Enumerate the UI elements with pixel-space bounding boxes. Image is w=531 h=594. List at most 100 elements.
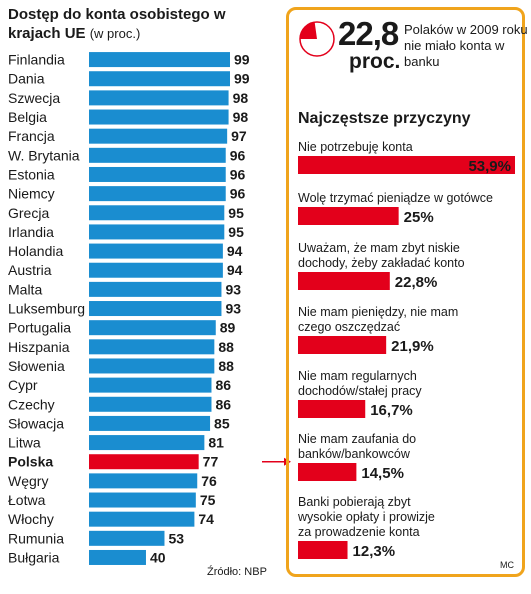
bar: [89, 205, 225, 221]
bar-row: Portugalia 89: [8, 320, 236, 336]
bar: [89, 71, 230, 87]
value-label: 86: [215, 396, 231, 412]
value-label: 98: [233, 109, 249, 125]
value-label: 77: [203, 454, 219, 470]
reasons-title: Najczęstsze przyczyny: [298, 110, 471, 127]
category-label: Szwecja: [8, 90, 60, 106]
category-label: Grecja: [8, 205, 49, 221]
bar-row: Malta 93: [8, 281, 241, 297]
bar-row: Francja 97: [8, 128, 247, 144]
stat-text: Polaków w 2009 roku nie miało konta w ba…: [404, 22, 528, 69]
bar-row: Litwa 81: [8, 435, 224, 451]
value-label: 98: [233, 90, 249, 106]
value-label: 93: [225, 301, 241, 317]
value-label: 94: [227, 262, 243, 278]
value-label: 95: [228, 205, 244, 221]
bar: [89, 415, 211, 431]
bar-row: Polska 77: [8, 454, 218, 470]
bar-row: Grecja 95: [8, 205, 244, 221]
bar-row: W. Brytania 96: [8, 147, 246, 163]
pie-slice: [300, 22, 317, 39]
category-label: Polska: [8, 454, 53, 470]
category-label: Litwa: [8, 435, 41, 451]
bar: [89, 377, 212, 393]
value-label: 53: [168, 530, 184, 546]
bar-row: Finlandia 99: [8, 52, 250, 68]
bar-row: Hiszpania 88: [8, 339, 234, 355]
pie-icon: [299, 21, 335, 57]
value-label: 74: [198, 511, 214, 527]
source-note: Źródło: NBP: [207, 566, 267, 578]
category-label: Słowacja: [8, 415, 64, 431]
bar: [89, 549, 146, 565]
category-label: Austria: [8, 262, 52, 278]
category-label: Holandia: [8, 243, 63, 259]
bar-row: Bułgaria 40: [8, 549, 166, 565]
bar: [89, 301, 222, 317]
category-label: Rumunia: [8, 530, 64, 546]
value-label: 76: [201, 473, 217, 489]
value-label: 97: [231, 128, 247, 144]
category-label: Irlandia: [8, 224, 54, 240]
bar: [89, 128, 228, 144]
category-label: Estonia: [8, 166, 55, 182]
bar-row: Belgia 98: [8, 109, 248, 125]
category-label: Portugalia: [8, 320, 71, 336]
value-label: 75: [200, 492, 216, 508]
category-label: Francja: [8, 128, 55, 144]
bar-row: Czechy 86: [8, 396, 231, 412]
category-label: Łotwa: [8, 492, 46, 508]
bar: [89, 90, 229, 106]
stat-value: 22,8: [338, 15, 399, 52]
category-label: Hiszpania: [8, 339, 70, 355]
value-label: 96: [230, 186, 246, 202]
bar: [89, 358, 215, 374]
bar: [89, 339, 215, 355]
bar-row: Niemcy 96: [8, 186, 246, 202]
bar-row: Austria 94: [8, 262, 243, 278]
value-label: 81: [208, 435, 224, 451]
bar-row: Irlandia 95: [8, 224, 244, 240]
bar: [89, 52, 230, 68]
bar: [89, 166, 226, 182]
stat-unit: proc.: [349, 50, 401, 73]
category-label: W. Brytania: [8, 147, 80, 163]
category-label: Luksemburg: [8, 301, 85, 317]
bar-row: Estonia 96: [8, 166, 246, 182]
value-label: 96: [230, 147, 246, 163]
category-label: Niemcy: [8, 186, 55, 202]
reasons-panel: [286, 7, 525, 577]
bar-row: Luksemburg 93: [8, 301, 241, 317]
bar-row: Słowacja 85: [8, 415, 230, 431]
category-label: Malta: [8, 281, 42, 297]
category-label: Czechy: [8, 396, 55, 412]
value-label: 88: [218, 358, 234, 374]
category-label: Finlandia: [8, 52, 65, 68]
bar-row: Węgry 76: [8, 473, 217, 489]
bar-row: Cypr 86: [8, 377, 231, 393]
left-chart-unit: (w proc.): [89, 26, 141, 41]
category-label: Węgry: [8, 473, 48, 489]
value-label: 99: [234, 71, 250, 87]
bar: [89, 147, 226, 163]
bar: [89, 109, 229, 125]
category-label: Cypr: [8, 377, 38, 393]
value-label: 40: [150, 549, 166, 565]
left-chart-title: Dostęp do konta osobistego w krajach UE …: [8, 5, 278, 43]
bar: [89, 281, 222, 297]
bar-row: Holandia 94: [8, 243, 243, 259]
value-label: 94: [227, 243, 243, 259]
bar: [89, 530, 165, 546]
author-tag: MC: [500, 560, 514, 570]
category-label: Włochy: [8, 511, 54, 527]
value-label: 99: [234, 52, 250, 68]
value-label: 88: [218, 339, 234, 355]
bar: [89, 435, 205, 451]
bar-row: Rumunia 53: [8, 530, 184, 546]
bar-row: Dania 99: [8, 71, 250, 87]
category-label: Belgia: [8, 109, 47, 125]
bar: [89, 186, 226, 202]
bar: [89, 320, 216, 336]
bar-row: Łotwa 75: [8, 492, 216, 508]
